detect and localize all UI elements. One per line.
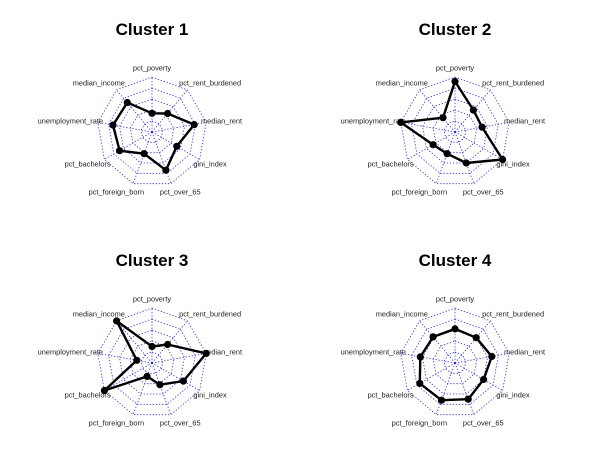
grid-ring bbox=[140, 120, 164, 143]
radar-panel: Cluster 2pct_povertypct_rent_burdenedmed… bbox=[341, 20, 545, 197]
data-point bbox=[116, 147, 124, 155]
axis-label: pct_poverty bbox=[133, 295, 172, 304]
axis-label: median_income bbox=[376, 310, 428, 319]
grid-ring bbox=[140, 351, 164, 374]
series-profile-line bbox=[418, 327, 493, 402]
data-point bbox=[429, 141, 437, 149]
axis-label: median_income bbox=[73, 79, 125, 88]
grid-ring bbox=[97, 76, 207, 185]
data-point bbox=[133, 356, 141, 364]
data-point bbox=[190, 121, 198, 129]
data-point bbox=[156, 381, 164, 389]
data-point bbox=[143, 372, 151, 380]
grid-ring bbox=[432, 109, 478, 154]
data-point bbox=[478, 123, 486, 131]
grid-ring bbox=[129, 340, 175, 385]
radar-panel: Cluster 4pct_povertypct_rent_burdenedmed… bbox=[341, 251, 545, 428]
axis-label: pct_foreign_born bbox=[89, 419, 144, 428]
panel-title: Cluster 1 bbox=[116, 20, 189, 39]
data-point bbox=[451, 77, 459, 85]
axis-label: median_income bbox=[73, 310, 125, 319]
panel-title: Cluster 2 bbox=[419, 20, 492, 39]
axis-label: pct_rent_burdened bbox=[179, 79, 241, 88]
axis-label: gini_index bbox=[496, 391, 530, 400]
axis-label: pct_bachelors bbox=[65, 391, 111, 400]
data-point bbox=[164, 109, 172, 118]
data-point bbox=[109, 121, 117, 129]
data-point bbox=[148, 342, 156, 351]
axis-label: pct_over_65 bbox=[160, 188, 201, 197]
axis-label: gini_index bbox=[496, 160, 530, 169]
data-point bbox=[123, 98, 131, 107]
axis-label: unemployment_rate bbox=[38, 347, 103, 356]
axis-label: pct_bachelors bbox=[368, 160, 414, 169]
axis-label: median_rent bbox=[504, 116, 545, 125]
data-point bbox=[488, 352, 496, 361]
data-point bbox=[437, 396, 446, 404]
data-point bbox=[439, 114, 447, 122]
data-point bbox=[140, 150, 148, 158]
axis-label: pct_rent_burdened bbox=[179, 310, 241, 319]
data-point bbox=[416, 379, 424, 387]
data-point bbox=[100, 386, 108, 395]
axis-label: pct_foreign_born bbox=[392, 188, 447, 197]
axis-label: pct_foreign_born bbox=[392, 419, 447, 428]
data-point bbox=[499, 155, 507, 164]
radar-panel: Cluster 3pct_povertypct_rent_burdenedmed… bbox=[38, 251, 242, 428]
axis-label: median_income bbox=[376, 79, 428, 88]
data-point bbox=[202, 349, 210, 357]
grid-ring bbox=[129, 109, 175, 154]
data-point bbox=[113, 317, 121, 325]
data-point bbox=[397, 118, 405, 126]
axis-label: gini_index bbox=[193, 160, 227, 169]
axis-label: pct_over_65 bbox=[463, 419, 504, 428]
axis-label: pct_poverty bbox=[133, 64, 172, 73]
panel-title: Cluster 3 bbox=[116, 251, 189, 270]
axis-label: pct_bachelors bbox=[368, 391, 414, 400]
data-point bbox=[164, 340, 172, 349]
axis-label: pct_rent_burdened bbox=[482, 310, 544, 319]
data-point bbox=[480, 375, 488, 384]
data-point bbox=[462, 159, 470, 167]
grid-ring bbox=[432, 340, 478, 385]
data-point bbox=[464, 395, 472, 403]
data-point bbox=[416, 353, 424, 361]
axis-label: unemployment_rate bbox=[38, 116, 103, 125]
data-point bbox=[148, 109, 156, 117]
data-point bbox=[443, 150, 451, 158]
data-point bbox=[162, 166, 170, 174]
data-point bbox=[451, 325, 459, 333]
data-point bbox=[179, 377, 187, 385]
axis-label: median_rent bbox=[504, 347, 545, 356]
axis-label: median_rent bbox=[201, 116, 242, 125]
data-point bbox=[472, 334, 480, 342]
grid-ring bbox=[400, 307, 510, 416]
data-point bbox=[429, 333, 437, 341]
data-point bbox=[469, 106, 477, 114]
grid-ring bbox=[97, 307, 207, 416]
axis-label: pct_over_65 bbox=[160, 419, 201, 428]
axis-label: pct_poverty bbox=[436, 64, 475, 73]
axis-label: pct_over_65 bbox=[463, 188, 504, 197]
panel-title: Cluster 4 bbox=[419, 251, 492, 270]
axis-label: unemployment_rate bbox=[341, 347, 406, 356]
axis-label: pct_foreign_born bbox=[89, 188, 144, 197]
series-profile-line bbox=[111, 101, 196, 172]
radar-panel: Cluster 1pct_povertypct_rent_burdenedmed… bbox=[38, 20, 242, 197]
axis-label: gini_index bbox=[193, 391, 227, 400]
grid-ring bbox=[443, 120, 467, 143]
series-profile-line bbox=[103, 319, 208, 392]
grid-ring bbox=[443, 351, 467, 374]
axis-label: unemployment_rate bbox=[341, 116, 406, 125]
axis-label: pct_bachelors bbox=[65, 160, 111, 169]
axis-label: median_rent bbox=[201, 347, 242, 356]
axis-label: pct_poverty bbox=[436, 295, 475, 304]
axis-label: pct_rent_burdened bbox=[482, 79, 544, 88]
grid-ring bbox=[400, 76, 510, 185]
series-profile-line bbox=[399, 80, 504, 165]
data-point bbox=[173, 142, 181, 150]
